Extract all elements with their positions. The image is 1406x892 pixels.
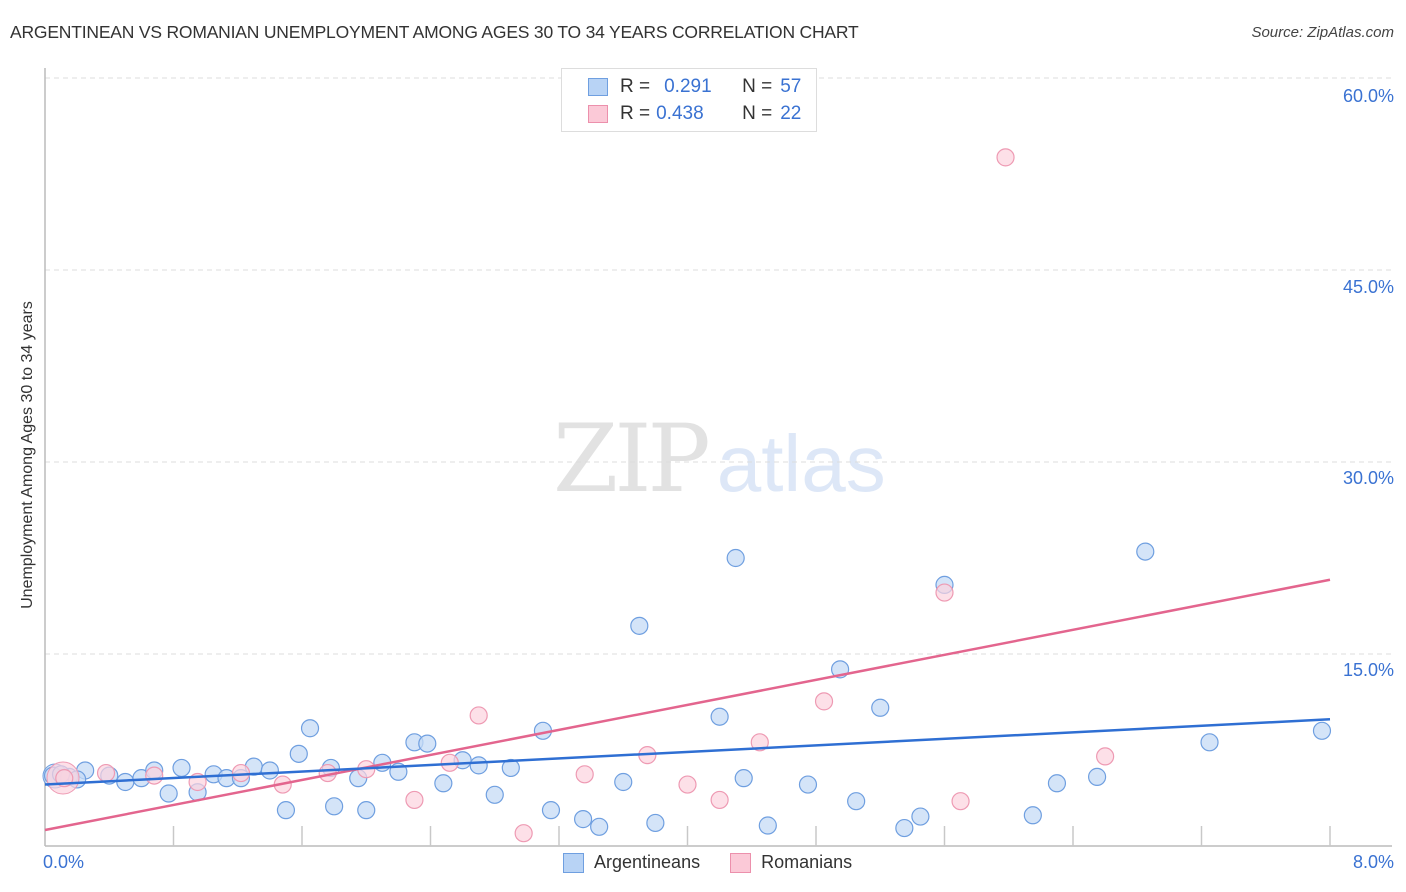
correlation-legend: R = 0.291 N = 57 R = 0.438 N = 22 (561, 68, 817, 132)
data-point-argentineans (1023, 806, 1042, 825)
data-point-argentineans (325, 797, 344, 816)
data-point-argentineans (469, 756, 488, 775)
data-point-argentineans (895, 818, 914, 838)
data-point-argentineans (726, 548, 745, 568)
data-point-romanians (951, 792, 970, 811)
data-point-argentineans (573, 810, 593, 829)
data-point-argentineans (590, 817, 609, 836)
trend-line-romanians (44, 578, 1331, 832)
data-point-romanians (145, 766, 164, 785)
watermark-atlas: atlas (716, 419, 886, 508)
y-tick-60: 60.0% (1342, 86, 1394, 106)
data-point-argentineans (646, 813, 665, 833)
legend-swatch-blue (563, 852, 584, 873)
data-point-argentineans (911, 807, 930, 826)
data-point-argentineans (798, 775, 818, 794)
y-tick-15: 15.0% (1342, 660, 1394, 680)
x-tick-0: 0.0% (43, 852, 85, 872)
data-point-argentineans (541, 801, 561, 820)
data-point-argentineans (159, 784, 178, 803)
source-label: Source: ZipAtlas.com (1251, 24, 1394, 41)
data-point-romanians (750, 733, 769, 752)
data-point-argentineans (734, 769, 753, 788)
data-point-romanians (231, 763, 251, 783)
r-value: 0.291 (664, 76, 712, 97)
data-point-argentineans (1087, 767, 1107, 786)
series-legend: Argentineans Romanians (563, 852, 882, 873)
legend-item-romanians[interactable]: Romanians (730, 852, 852, 873)
data-point-romanians (710, 790, 729, 810)
legend-label: Argentineans (594, 852, 701, 872)
data-point-argentineans (847, 792, 866, 811)
n-label: N = (742, 103, 773, 124)
legend-swatch-blue (588, 78, 608, 96)
data-point-argentineans (289, 744, 308, 763)
r-value: 0.438 (656, 103, 704, 124)
gridlines (45, 77, 1392, 655)
data-point-argentineans (434, 774, 453, 793)
data-point-argentineans (1200, 733, 1219, 752)
data-point-romanians (814, 692, 834, 711)
y-tick-30: 30.0% (1342, 468, 1394, 488)
r-label: R = (620, 76, 651, 97)
data-point-romanians (514, 824, 533, 843)
y-tick-45: 45.0% (1342, 277, 1394, 297)
data-point-argentineans (1312, 721, 1332, 740)
data-point-romanians (935, 583, 954, 602)
data-point-argentineans (1136, 542, 1155, 561)
data-point-argentineans (871, 698, 890, 717)
legend-row-argentineans: R = 0.291 N = 57 (588, 75, 801, 99)
data-point-argentineans (1047, 774, 1067, 793)
data-point-argentineans (630, 616, 649, 635)
trend-line-argentineans (44, 718, 1331, 786)
y-axis-label: Unemployment Among Ages 30 to 34 years (19, 301, 36, 609)
data-point-argentineans (357, 801, 376, 820)
legend-swatch-pink (588, 105, 608, 123)
chart-title: ARGENTINEAN VS ROMANIAN UNEMPLOYMENT AMO… (10, 22, 859, 42)
data-point-romanians (469, 706, 488, 725)
watermark: ZIP atlas (553, 405, 886, 514)
legend-item-argentineans[interactable]: Argentineans (563, 852, 700, 873)
data-point-argentineans (710, 707, 729, 726)
legend-swatch-pink (730, 852, 752, 873)
data-point-argentineans (260, 761, 279, 780)
data-point-romanians (996, 148, 1015, 167)
axes (44, 68, 1392, 847)
data-point-romanians (575, 765, 594, 784)
data-point-romanians (678, 775, 697, 794)
data-point-argentineans (418, 734, 437, 753)
trend-lines (44, 578, 1331, 832)
legend-row-romanians: R = 0.438 N = 22 (588, 102, 801, 126)
data-point-argentineans (501, 758, 520, 778)
watermark-zip: ZIP (553, 405, 711, 514)
data-point-romanians (405, 790, 424, 810)
data-point-argentineans (614, 772, 633, 792)
n-label: N = (742, 76, 773, 97)
data-point-argentineans (276, 801, 296, 820)
data-point-romanians (96, 763, 116, 783)
n-value: 57 (780, 76, 802, 97)
data-point-argentineans (172, 758, 191, 778)
data-point-romanians (1096, 747, 1115, 766)
n-value: 22 (780, 103, 802, 124)
data-point-argentineans (300, 719, 320, 738)
legend-label: Romanians (761, 852, 853, 872)
data-point-argentineans (758, 816, 777, 835)
x-tick-8: 8.0% (1352, 852, 1394, 872)
r-label: R = (620, 103, 651, 124)
data-point-argentineans (485, 785, 504, 804)
